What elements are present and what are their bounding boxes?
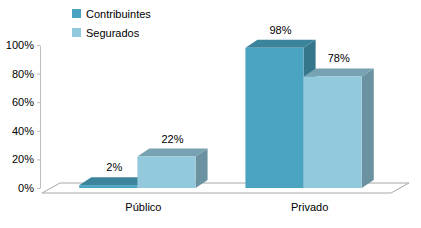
data-labels: 2% 98% 22% 78% bbox=[106, 24, 350, 173]
y-tick-mark bbox=[37, 102, 40, 103]
y-tick: 60% bbox=[12, 96, 40, 108]
legend: Contribuintes Segurados bbox=[72, 8, 151, 39]
legend-swatch bbox=[72, 28, 81, 37]
bar-3d bbox=[304, 68, 374, 188]
y-tick: 80% bbox=[12, 68, 40, 80]
y-tick: 40% bbox=[12, 125, 40, 137]
y-tick-label: 80% bbox=[12, 68, 34, 80]
bar bbox=[79, 185, 137, 188]
y-axis: 0% 20% 40% 60% 80% 100% bbox=[6, 39, 41, 194]
y-axis-line bbox=[40, 46, 41, 189]
y-tick-mark bbox=[37, 159, 40, 160]
data-label: 2% bbox=[106, 161, 122, 173]
y-tick: 20% bbox=[12, 153, 40, 165]
data-label: 22% bbox=[161, 133, 183, 145]
y-tick-mark bbox=[37, 45, 40, 46]
x-tick-label: Público bbox=[125, 201, 161, 213]
legend-label: Segurados bbox=[86, 27, 140, 39]
bar-top bbox=[137, 149, 207, 157]
legend-label: Contribuintes bbox=[86, 8, 151, 20]
x-axis: Público Privado bbox=[125, 201, 328, 213]
data-label: 78% bbox=[328, 52, 350, 64]
y-tick-label: 0% bbox=[18, 182, 34, 194]
y-tick-mark bbox=[37, 74, 40, 75]
legend-swatch bbox=[72, 9, 81, 18]
y-tick-label: 40% bbox=[12, 125, 34, 137]
legend-item: Contribuintes bbox=[72, 8, 151, 20]
bar-top bbox=[245, 40, 315, 48]
y-tick-mark bbox=[37, 131, 40, 132]
x-tick: Privado bbox=[291, 201, 328, 213]
bar-3d bbox=[137, 149, 207, 188]
y-tick: 0% bbox=[18, 182, 40, 194]
legend-item: Segurados bbox=[72, 27, 140, 39]
y-tick-mark bbox=[37, 188, 40, 189]
bars bbox=[79, 40, 374, 188]
data-label: 98% bbox=[269, 24, 291, 36]
bar bbox=[137, 157, 195, 188]
bar-top bbox=[304, 68, 374, 76]
x-tick: Público bbox=[125, 201, 161, 213]
chart: 0% 20% 40% 60% 80% 100% Público Privado 2% 98% 22%… bbox=[0, 0, 421, 228]
bar bbox=[304, 76, 362, 188]
y-tick: 100% bbox=[6, 39, 40, 51]
y-tick-label: 100% bbox=[6, 39, 34, 51]
bar bbox=[245, 48, 303, 188]
bar-side bbox=[362, 68, 374, 188]
y-tick-label: 60% bbox=[12, 96, 34, 108]
x-tick-label: Privado bbox=[291, 201, 328, 213]
y-tick-label: 20% bbox=[12, 153, 34, 165]
